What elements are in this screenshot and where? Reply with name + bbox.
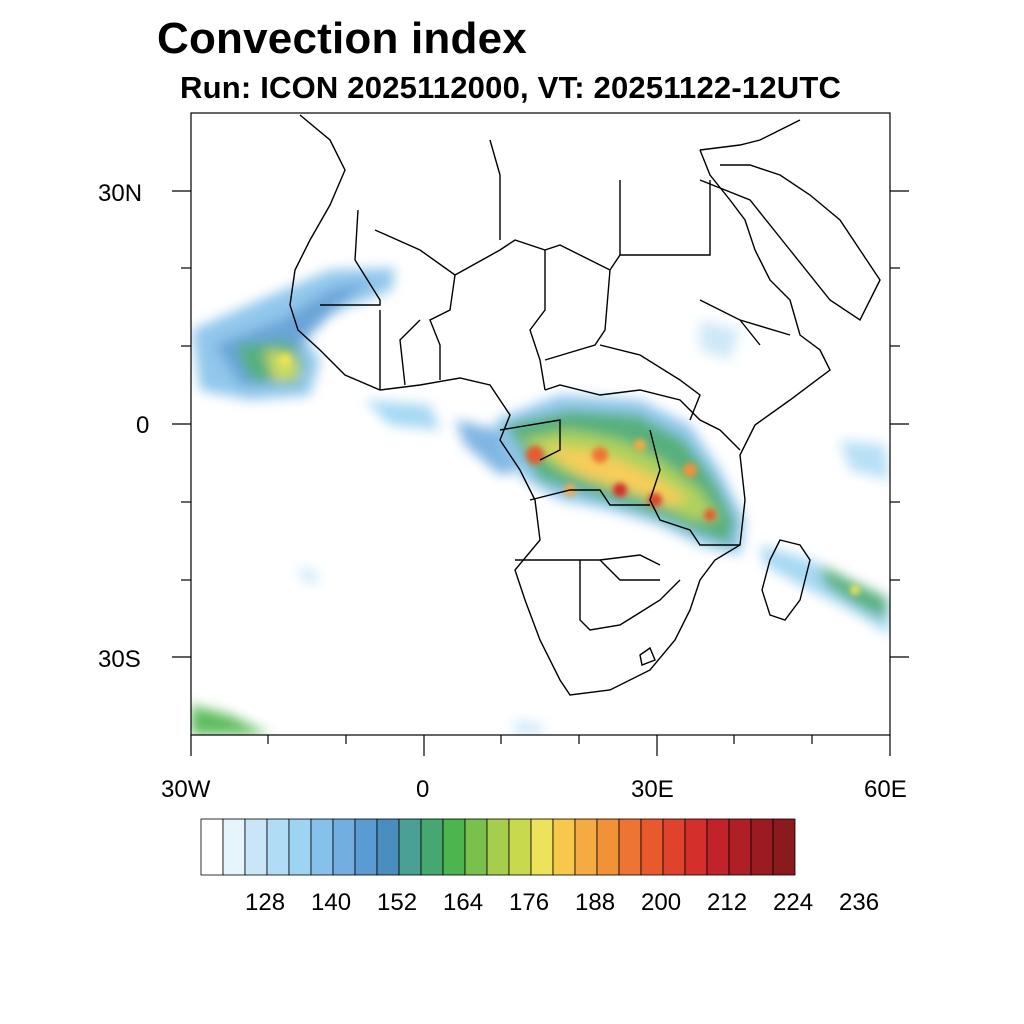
colorbar-swatch (398, 818, 422, 876)
colorbar-swatch (596, 818, 620, 876)
colorbar-swatch (750, 818, 774, 876)
colorbar-tick-label: 200 (641, 889, 682, 916)
colorbar-swatch (684, 818, 708, 876)
lon-label-30w: 30W (161, 776, 211, 803)
colorbar-swatch (266, 818, 290, 876)
colorbar-swatch (288, 818, 312, 876)
colorbar-swatch (442, 818, 466, 876)
colorbar-swatch (618, 818, 642, 876)
colorbar-swatch (662, 818, 686, 876)
colorbar-swatch (354, 818, 378, 876)
colorbar (200, 818, 796, 876)
colorbar-swatch (200, 818, 224, 876)
lon-label-60e: 60E (864, 776, 907, 803)
colorbar-swatch (706, 818, 730, 876)
colorbar-swatch (332, 818, 356, 876)
colorbar-tick-label: 152 (377, 889, 418, 916)
chart-title: Convection index (157, 14, 527, 63)
colorbar-swatch (772, 818, 796, 876)
colorbar-swatch (574, 818, 598, 876)
colorbar-swatch (486, 818, 510, 876)
colorbar-swatch (464, 818, 488, 876)
chart-subtitle: Run: ICON 2025112000, VT: 20251122-12UTC (180, 70, 842, 105)
colorbar-swatch (640, 818, 664, 876)
lat-label-0: 0 (136, 412, 150, 439)
colorbar-tick-label: 212 (707, 889, 748, 916)
colorbar-tick-label: 176 (509, 889, 550, 916)
colorbar-tick-label: 128 (245, 889, 286, 916)
lon-label-0: 0 (416, 776, 430, 803)
lat-label-30n: 30N (98, 180, 143, 207)
colorbar-tick-label: 164 (443, 889, 484, 916)
lon-label-30e: 30E (631, 776, 674, 803)
colorbar-swatch (552, 818, 576, 876)
lat-label-30s: 30S (98, 646, 141, 673)
colorbar-swatch (376, 818, 400, 876)
colorbar-tick-label: 140 (311, 889, 352, 916)
colorbar-swatch (728, 818, 752, 876)
colorbar-swatch (508, 818, 532, 876)
colorbar-tick-label: 224 (773, 889, 814, 916)
map-frame (172, 112, 909, 756)
colorbar-tick-label: 188 (575, 889, 616, 916)
coastlines (289, 114, 881, 696)
colorbar-swatch (244, 818, 268, 876)
colorbar-tick-label: 236 (839, 889, 880, 916)
colorbar-swatch (420, 818, 444, 876)
colorbar-swatch (222, 818, 246, 876)
colorbar-swatch (530, 818, 554, 876)
colorbar-swatch (310, 818, 334, 876)
convection-field (191, 268, 890, 735)
